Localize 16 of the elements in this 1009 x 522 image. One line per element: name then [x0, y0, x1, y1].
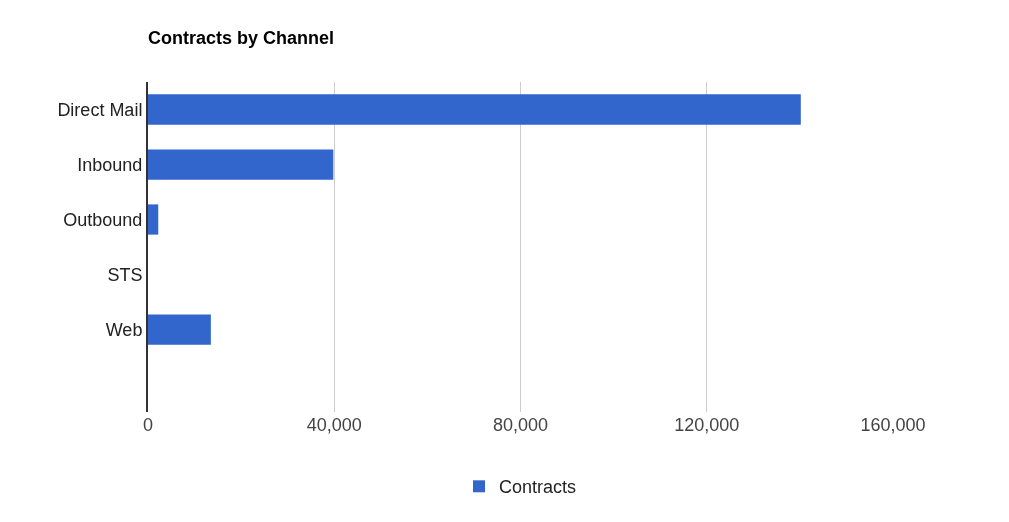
- bar: [148, 204, 159, 235]
- chart-title: Contracts by Channel: [148, 27, 335, 48]
- x-tick-label: 160,000: [860, 415, 926, 435]
- bar: [148, 94, 801, 125]
- x-tick-label: 80,000: [492, 415, 549, 435]
- x-tick-label: 40,000: [306, 415, 362, 435]
- x-tick-label: 120,000: [674, 415, 740, 435]
- y-tick-label: Outbound: [63, 209, 143, 230]
- y-tick-label: STS: [107, 264, 143, 285]
- y-tick-label: Web: [105, 319, 143, 340]
- bar: [148, 149, 334, 180]
- x-tick-label: 0: [142, 415, 154, 435]
- legend-label: Contracts: [499, 477, 577, 498]
- y-tick-label: Inbound: [77, 154, 143, 175]
- bar: [148, 314, 211, 345]
- y-tick-label: Direct Mail: [57, 99, 143, 120]
